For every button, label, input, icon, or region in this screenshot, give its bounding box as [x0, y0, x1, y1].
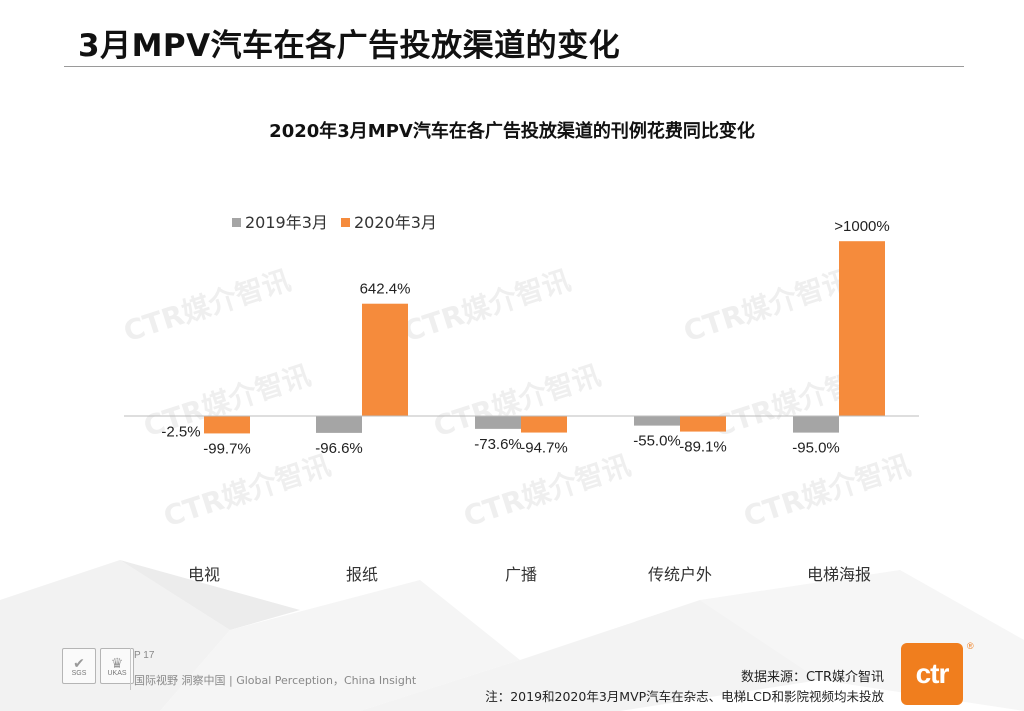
- footer-divider: [130, 648, 131, 690]
- value-label-2-4: -89.1%: [679, 439, 727, 456]
- watermark-text: CTR媒介智讯: [120, 264, 295, 349]
- ukas-badge: ♛ UKAS: [100, 648, 134, 684]
- bar-1-5: [793, 416, 839, 433]
- legend-label-1: 2019年3月: [245, 213, 328, 232]
- value-labels-layer: -2.5%-99.7% -96.6% 642.4% -73.6%-94.7% -55.0…: [161, 218, 889, 457]
- watermark-text: CTR媒介智讯: [740, 449, 915, 534]
- category-label-5: 电梯海报: [807, 565, 871, 584]
- sgs-badge: ✔ SGS: [62, 648, 96, 684]
- bar-2-1: [204, 416, 250, 434]
- value-label-1-3: -73.6%: [474, 436, 522, 453]
- watermark-text: CTR媒介智讯: [160, 449, 335, 534]
- watermark-text: CTR媒介智讯: [400, 264, 575, 349]
- watermark-text: CTR媒介智讯: [430, 359, 605, 444]
- title-divider: [64, 66, 964, 67]
- bar-1-3: [475, 416, 521, 429]
- registered-mark-icon: ®: [967, 641, 974, 651]
- data-source-note: 数据来源：CTR媒介智讯: [740, 670, 884, 685]
- bar-2-4: [680, 416, 726, 432]
- bars-layer: [158, 241, 885, 434]
- category-label-4: 传统户外: [648, 565, 712, 584]
- category-label-2: 报纸: [346, 565, 378, 584]
- value-label-2-5: >1000%: [834, 218, 889, 235]
- value-label-1-4: -55.0%: [633, 433, 681, 450]
- legend-swatch-2: [341, 218, 350, 227]
- category-labels-layer: 电视 报纸 广播 传统户外 电梯海报: [188, 565, 871, 584]
- legend-label-2: 2020年3月: [354, 213, 437, 232]
- watermark-text: CTR媒介智讯: [460, 449, 635, 534]
- certification-check-icon: ✔: [73, 654, 85, 671]
- page-number: P 17: [134, 650, 155, 661]
- value-label-2-1: -99.7%: [203, 440, 251, 457]
- bar-1-2: [316, 416, 362, 433]
- watermark-text: CTR媒介智讯: [680, 264, 855, 349]
- certification-logos: ✔ SGS ♛ UKAS: [62, 648, 134, 684]
- value-label-1-1: -2.5%: [161, 423, 200, 440]
- footer-slogan: 国际视野 洞察中国 | Global Perception，China Insi…: [134, 674, 417, 687]
- ctr-logo: ctr: [901, 643, 963, 705]
- bar-2-5: [839, 241, 885, 416]
- value-label-2-3: -94.7%: [520, 440, 568, 457]
- category-label-3: 广播: [505, 565, 537, 584]
- value-label-2-2: 642.4%: [360, 281, 411, 298]
- bar-2-3: [521, 416, 567, 433]
- value-label-1-5: -95.0%: [792, 440, 840, 457]
- page-title: 3月MPV汽车在各广告投放渠道的变化: [78, 28, 621, 64]
- footnote: 注：2019和2020年3月MVP汽车在杂志、电梯LCD和影院视频均未投放: [485, 689, 884, 704]
- category-label-1: 电视: [188, 565, 220, 584]
- chart-title: 2020年3月MPV汽车在各广告投放渠道的刊例花费同比变化: [269, 120, 755, 142]
- legend-swatch-1: [232, 218, 241, 227]
- chart-legend: 2019年3月 2020年3月: [232, 213, 437, 232]
- bar-1-4: [634, 416, 680, 426]
- bar-2-2: [362, 303, 408, 416]
- crown-icon: ♛: [110, 654, 124, 671]
- value-label-1-2: -96.6%: [315, 440, 363, 457]
